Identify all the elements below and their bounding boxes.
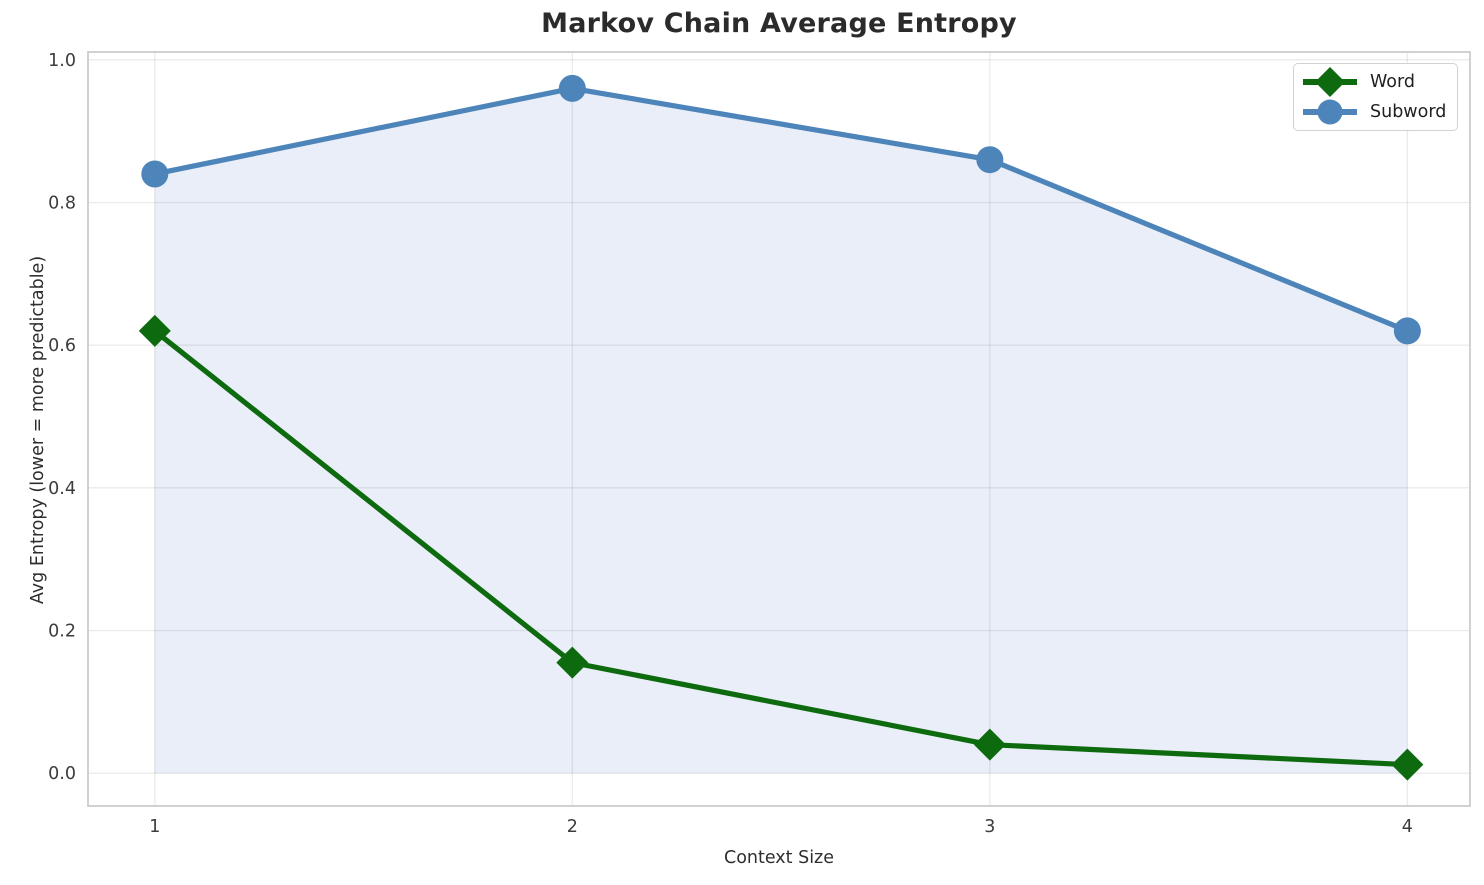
subword-series-circle-icon [1303, 99, 1357, 125]
line-word [153, 328, 1408, 768]
data-point-subword-1 [141, 160, 169, 188]
y-tick-label: 1.0 [48, 51, 76, 71]
data-point-word-1 [138, 314, 171, 347]
x-tick-label: 1 [149, 817, 160, 837]
y-tick-label: 0.4 [48, 479, 76, 499]
y-axis-label: Avg Entropy (lower = more predictable) [28, 255, 48, 605]
line-subword [154, 85, 1409, 334]
legend: Word Subword [1293, 63, 1458, 131]
y-tick-label: 0.0 [48, 764, 76, 784]
chart-title: Markov Chain Average Entropy [541, 8, 1017, 39]
plot-border [87, 51, 1471, 807]
y-tick-label: 0.8 [48, 194, 76, 214]
y-tick-label: 0.2 [48, 622, 76, 642]
legend-item-subword: Subword [1300, 97, 1451, 127]
x-tick-label: 2 [567, 817, 578, 837]
x-tick-label: 4 [1402, 817, 1413, 837]
data-point-word-2 [556, 646, 589, 679]
y-tick-label: 0.6 [48, 336, 76, 356]
word-series-diamond-icon [1303, 66, 1357, 97]
data-point-subword-3 [976, 146, 1004, 174]
legend-label-word: Word [1370, 71, 1415, 92]
legend-label-subword: Subword [1370, 102, 1447, 123]
x-axis-label: Context Size [723, 848, 835, 868]
area-fill-subword [154, 88, 1408, 774]
x-tick-label: 3 [984, 817, 995, 837]
data-point-subword-4 [1393, 317, 1421, 345]
data-point-subword-2 [558, 74, 586, 102]
data-point-word-3 [973, 728, 1006, 761]
legend-item-word: Word [1300, 66, 1451, 97]
data-point-word-4 [1391, 748, 1424, 781]
